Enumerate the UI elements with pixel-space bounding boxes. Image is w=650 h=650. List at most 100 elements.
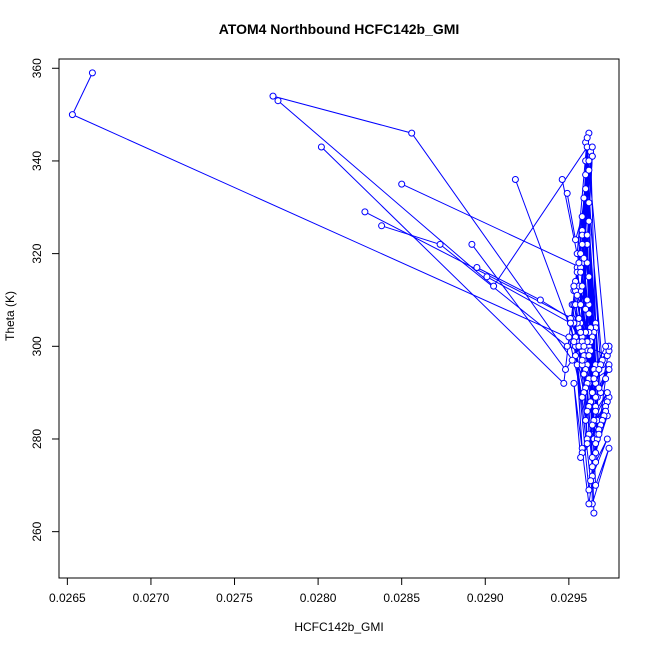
data-point xyxy=(583,407,591,415)
data-point xyxy=(592,393,600,401)
data-point xyxy=(583,134,591,142)
data-point xyxy=(605,444,613,452)
x-tick-label: 0.0270 xyxy=(133,591,170,605)
y-tick-label: 300 xyxy=(30,336,44,356)
data-point xyxy=(578,393,586,401)
data-point xyxy=(585,199,593,207)
data-point xyxy=(585,500,593,508)
data-point xyxy=(361,208,369,216)
data-point xyxy=(567,319,574,327)
data-point xyxy=(570,338,578,346)
data-point xyxy=(436,240,444,248)
data-point xyxy=(585,157,593,165)
y-tick-label: 360 xyxy=(30,58,44,78)
plot-frame xyxy=(58,58,620,579)
data-point xyxy=(603,389,611,397)
x-tick-label: 0.0290 xyxy=(467,591,504,605)
data-point xyxy=(583,231,591,239)
data-point xyxy=(577,250,585,258)
data-point xyxy=(580,370,588,378)
x-tick-label: 0.0280 xyxy=(300,591,337,605)
data-point xyxy=(588,143,596,151)
x-tick-label: 0.0265 xyxy=(49,591,86,605)
data-point xyxy=(483,273,491,281)
x-tick-label: 0.0275 xyxy=(216,591,253,605)
data-point xyxy=(583,296,591,304)
series-line xyxy=(272,95,611,504)
data-point xyxy=(592,481,600,489)
data-point xyxy=(592,458,600,466)
data-point xyxy=(578,240,586,248)
data-point xyxy=(274,97,282,105)
data-point xyxy=(511,176,519,183)
data-point xyxy=(583,440,591,448)
data-point xyxy=(595,430,603,438)
x-tick-label: 0.0295 xyxy=(550,591,587,605)
data-point xyxy=(572,352,579,360)
data-point xyxy=(588,152,596,160)
y-tick-label: 320 xyxy=(30,243,44,263)
data-point xyxy=(570,379,578,387)
x-tick-label: 0.0285 xyxy=(383,591,420,605)
data-point xyxy=(588,463,596,471)
data-point xyxy=(592,407,600,415)
data-point xyxy=(595,384,603,392)
data-point xyxy=(588,454,596,461)
data-point xyxy=(558,176,566,183)
data-point xyxy=(577,301,585,309)
plot-points xyxy=(68,69,613,517)
data-point xyxy=(585,273,593,281)
y-axis-label: Theta (K) xyxy=(3,291,17,341)
data-point xyxy=(582,305,590,313)
data-point xyxy=(585,166,593,174)
data-point xyxy=(582,185,590,193)
y-tick-label: 340 xyxy=(30,151,44,171)
data-point xyxy=(580,342,588,350)
data-point xyxy=(562,366,569,373)
data-point xyxy=(536,296,544,304)
data-point xyxy=(595,366,603,373)
data-point xyxy=(570,282,578,290)
data-point xyxy=(587,477,595,485)
x-axis: 0.0265 0.0270 0.0275 0.0280 0.0285 0.0290 0.02… xyxy=(49,578,588,605)
data-point xyxy=(582,416,590,424)
data-point xyxy=(580,254,588,262)
data-point xyxy=(582,171,590,179)
data-point xyxy=(605,366,613,373)
data-point xyxy=(563,342,571,350)
data-point xyxy=(398,180,406,188)
data-point xyxy=(578,356,586,364)
y-axis: 260 280 300 320 340 360 xyxy=(30,58,59,542)
data-point xyxy=(378,222,386,230)
data-point xyxy=(592,440,600,448)
data-point xyxy=(563,189,571,197)
data-point xyxy=(590,509,598,517)
data-point xyxy=(317,143,325,151)
data-point xyxy=(588,389,596,397)
data-point xyxy=(68,111,76,119)
data-point xyxy=(560,379,568,387)
data-point xyxy=(565,333,573,341)
data-point xyxy=(585,217,593,225)
data-point xyxy=(602,342,610,350)
data-point xyxy=(578,282,586,290)
data-point xyxy=(568,356,576,364)
data-point xyxy=(575,315,583,322)
data-point xyxy=(585,486,593,494)
data-point xyxy=(588,421,596,429)
data-point xyxy=(585,310,593,318)
data-point xyxy=(490,282,498,290)
data-point xyxy=(577,268,585,276)
data-point xyxy=(473,264,481,271)
data-point xyxy=(572,236,579,244)
data-point xyxy=(468,240,476,248)
data-point xyxy=(603,435,611,443)
data-point xyxy=(573,291,581,299)
data-point xyxy=(583,259,591,267)
data-point xyxy=(408,129,416,137)
data-point xyxy=(602,375,610,383)
data-point xyxy=(578,213,586,221)
data-point xyxy=(590,375,598,383)
